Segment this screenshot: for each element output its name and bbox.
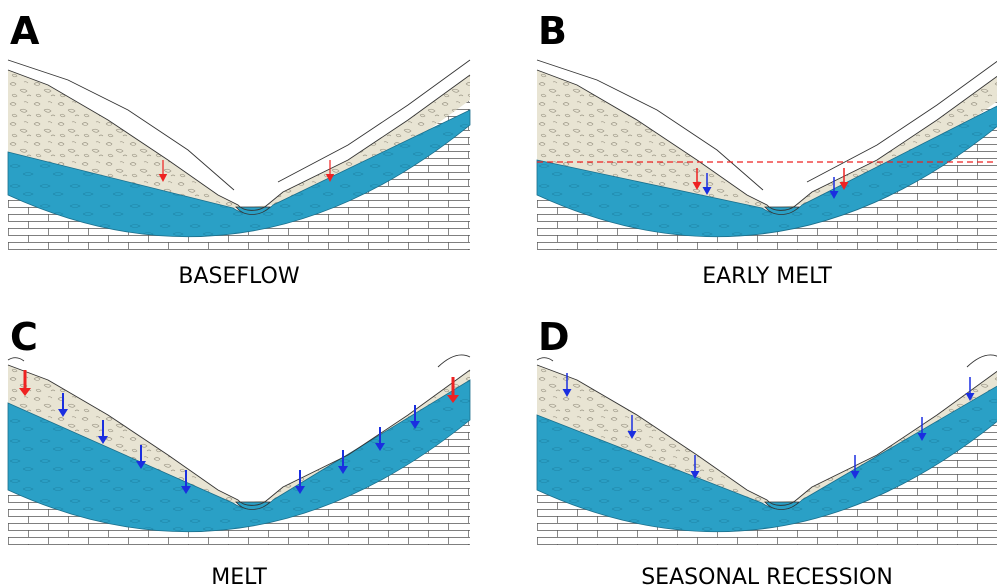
panel-letter: D — [538, 315, 570, 359]
flow-arrowhead — [447, 395, 459, 403]
flow-arrowhead — [692, 182, 702, 190]
flow-arrowhead — [375, 443, 385, 451]
panel-figure — [7, 59, 471, 250]
flow-arrowhead — [158, 174, 168, 182]
panel-letter: C — [10, 315, 38, 359]
panel-caption: EARLY MELT — [702, 264, 832, 289]
ground-surface — [7, 364, 471, 506]
flow-arrowhead — [325, 174, 335, 182]
flow-arrowhead — [338, 466, 348, 474]
panel-figure — [536, 354, 997, 545]
panel-caption: SEASONAL RECESSION — [641, 565, 893, 588]
flow-arrowhead — [58, 409, 68, 417]
snow-surface — [536, 354, 997, 368]
flow-arrowhead — [850, 471, 860, 479]
flow-arrowhead — [965, 393, 975, 401]
panels — [7, 59, 997, 545]
flow-arrowhead — [181, 486, 191, 494]
flow-arrowhead — [562, 389, 572, 397]
flow-arrowhead — [98, 436, 108, 444]
panel-caption: BASEFLOW — [178, 264, 299, 289]
panel-figure — [7, 354, 471, 545]
snow-surface — [536, 59, 997, 191]
flow-arrowhead — [410, 421, 420, 429]
flow-arrowhead — [136, 461, 146, 469]
panel-letter: A — [10, 9, 40, 53]
flow-arrowhead — [839, 182, 849, 190]
panel-letter: B — [538, 9, 567, 53]
flow-arrowhead — [295, 486, 305, 494]
ground-surface — [7, 69, 471, 211]
flow-arrowhead — [829, 191, 839, 199]
flow-arrowhead — [917, 433, 927, 441]
panel-figure — [536, 59, 997, 250]
panel-caption: MELT — [211, 565, 267, 588]
snow-surface — [7, 354, 471, 368]
flow-arrowhead — [627, 431, 637, 439]
ground-surface — [536, 69, 997, 211]
snow-surface — [7, 59, 471, 191]
flow-arrowhead — [19, 388, 31, 396]
flow-arrowhead — [690, 471, 700, 479]
ground-surface — [536, 364, 997, 506]
flow-arrowhead — [702, 187, 712, 195]
